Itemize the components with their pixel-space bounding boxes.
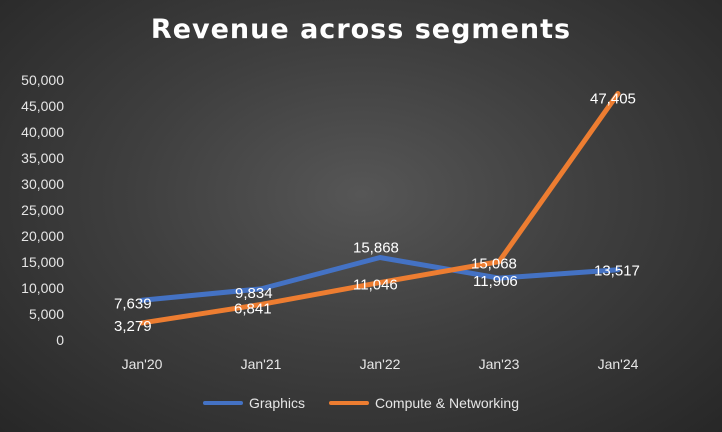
legend-swatch-compute-networking <box>329 401 370 405</box>
data-label: 11,906 <box>473 273 518 290</box>
x-tick-label: Jan'22 <box>360 356 401 372</box>
data-label: 7,639 <box>114 295 152 312</box>
data-label: 6,841 <box>234 300 272 317</box>
data-labels: 7,639 9,834 15,868 11,906 13,517 3,279 6,841 11… <box>114 90 640 334</box>
data-label: 13,517 <box>594 263 640 280</box>
series-lines <box>139 90 621 326</box>
y-tick-label: 50,000 <box>21 72 64 88</box>
y-tick-label: 25,000 <box>21 202 64 218</box>
x-axis: Jan'20 Jan'21 Jan'22 Jan'23 Jan'24 <box>122 356 639 372</box>
chart-title: Revenue across segments <box>150 14 572 45</box>
series-line-compute-networking <box>139 90 621 326</box>
data-label: 3,279 <box>114 318 152 335</box>
x-tick-label: Jan'23 <box>479 356 520 372</box>
legend-label-graphics: Graphics <box>249 395 306 411</box>
legend-swatch-graphics <box>203 401 243 405</box>
x-tick-label: Jan'21 <box>241 356 282 372</box>
data-label: 9,834 <box>235 285 273 302</box>
legend-label-compute-networking: Compute & Networking <box>375 395 519 411</box>
y-tick-label: 15,000 <box>21 254 64 270</box>
x-tick-label: Jan'20 <box>122 356 163 372</box>
y-tick-label: 20,000 <box>21 228 64 244</box>
y-tick-label: 5,000 <box>29 306 64 322</box>
y-tick-label: 35,000 <box>21 150 64 166</box>
y-tick-label: 40,000 <box>21 124 64 140</box>
y-axis: 0 5,000 10,000 15,000 20,000 25,000 30,000 35,0… <box>21 72 64 348</box>
data-label: 11,046 <box>353 277 398 294</box>
y-tick-label: 45,000 <box>21 98 64 114</box>
y-tick-label: 10,000 <box>21 280 64 296</box>
legend-item-compute-networking: Compute & Networking <box>329 395 519 411</box>
x-tick-label: Jan'24 <box>598 356 639 372</box>
legend-item-graphics: Graphics <box>203 395 305 411</box>
data-label: 15,068 <box>471 256 517 273</box>
series-line-graphics <box>139 254 621 303</box>
y-tick-label: 0 <box>56 332 64 348</box>
legend: Graphics Compute & Networking <box>0 395 722 411</box>
data-label: 15,868 <box>353 239 399 256</box>
y-tick-label: 30,000 <box>21 176 64 192</box>
data-label: 47,405 <box>590 90 636 107</box>
